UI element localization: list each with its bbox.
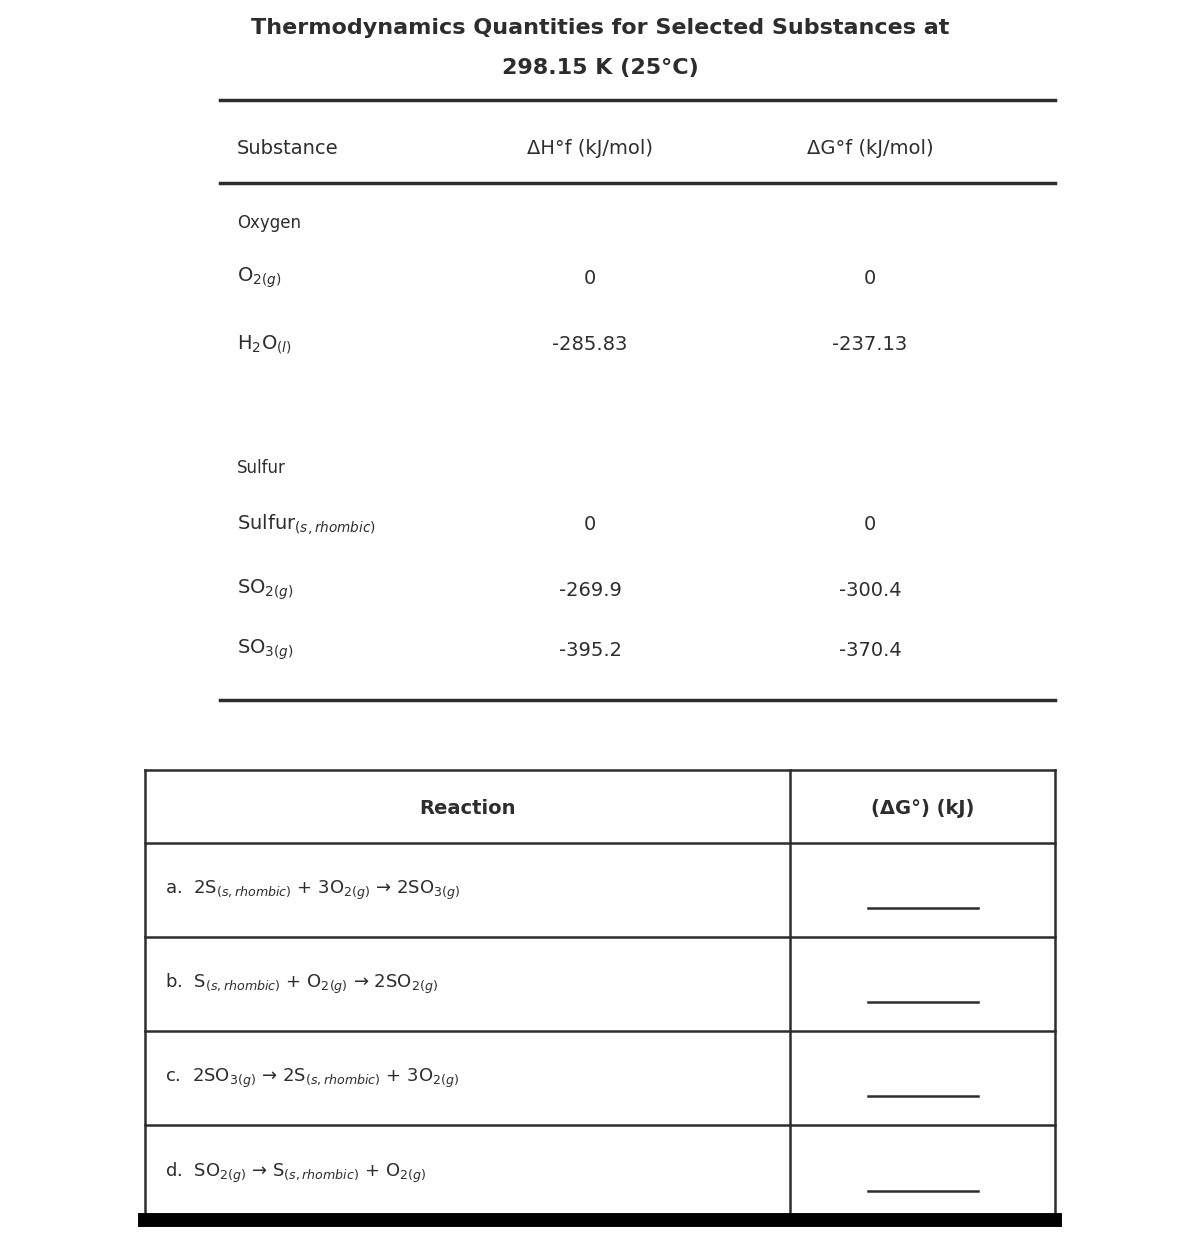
Text: (ΔG°) (kJ): (ΔG°) (kJ) xyxy=(871,798,974,817)
Text: c.  2SO$_{3(g)}$ → 2S$_{(s, rhombic)}$ + 3O$_{2(g)}$: c. 2SO$_{3(g)}$ → 2S$_{(s, rhombic)}$ + … xyxy=(166,1066,460,1090)
Text: 0: 0 xyxy=(584,269,596,288)
Text: Substance: Substance xyxy=(238,139,338,158)
Text: Oxygen: Oxygen xyxy=(238,214,301,231)
Text: a.  2S$_{(s, rhombic)}$ + 3O$_{2(g)}$ → 2SO$_{3(g)}$: a. 2S$_{(s, rhombic)}$ + 3O$_{2(g)}$ → 2… xyxy=(166,878,461,902)
Text: ΔG°f (kJ/mol): ΔG°f (kJ/mol) xyxy=(806,139,934,158)
Text: -395.2: -395.2 xyxy=(558,641,622,659)
Text: b.  S$_{(s, rhombic)}$ + O$_{2(g)}$ → 2SO$_{2(g)}$: b. S$_{(s, rhombic)}$ + O$_{2(g)}$ → 2SO… xyxy=(166,972,438,996)
Text: 0: 0 xyxy=(864,515,876,534)
Text: Reaction: Reaction xyxy=(419,798,516,817)
Text: d.  SO$_{2(g)}$ → S$_{(s, rhombic)}$ + O$_{2(g)}$: d. SO$_{2(g)}$ → S$_{(s, rhombic)}$ + O$… xyxy=(166,1161,426,1185)
Text: H$_2$O$_{(l)}$: H$_2$O$_{(l)}$ xyxy=(238,334,292,357)
Text: 298.15 K (25°C): 298.15 K (25°C) xyxy=(502,58,698,78)
Text: Sulfur: Sulfur xyxy=(238,459,286,477)
Text: -237.13: -237.13 xyxy=(833,335,907,354)
Text: Thermodynamics Quantities for Selected Substances at: Thermodynamics Quantities for Selected S… xyxy=(251,18,949,38)
Text: -300.4: -300.4 xyxy=(839,580,901,599)
Text: Sulfur$_{(s, rhombic)}$: Sulfur$_{(s, rhombic)}$ xyxy=(238,513,376,537)
Text: -370.4: -370.4 xyxy=(839,641,901,659)
Text: 0: 0 xyxy=(584,515,596,534)
Text: SO$_{3(g)}$: SO$_{3(g)}$ xyxy=(238,638,294,662)
Text: SO$_{2(g)}$: SO$_{2(g)}$ xyxy=(238,578,294,602)
Text: -285.83: -285.83 xyxy=(552,335,628,354)
Text: ΔH°f (kJ/mol): ΔH°f (kJ/mol) xyxy=(527,139,653,158)
Text: -269.9: -269.9 xyxy=(558,580,622,599)
Text: 0: 0 xyxy=(864,269,876,288)
Text: O$_{2(g)}$: O$_{2(g)}$ xyxy=(238,265,281,290)
